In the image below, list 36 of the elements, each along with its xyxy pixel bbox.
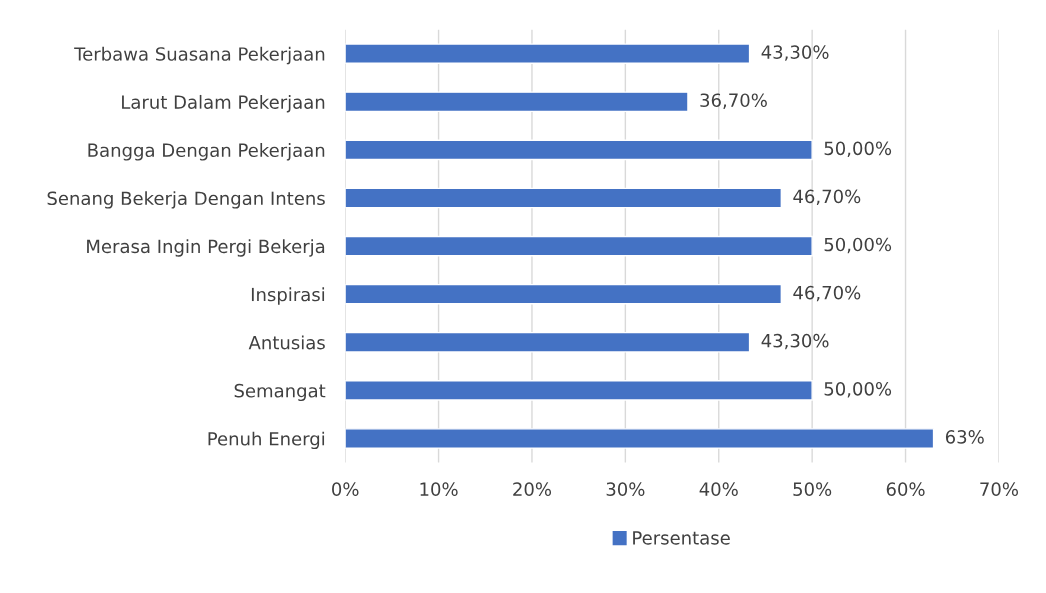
bar [345,428,935,449]
x-tick-label: 30% [606,482,645,496]
y-tick-label: Penuh Energi [208,431,325,450]
bar [345,235,813,257]
data-label: 43,30% [761,45,829,61]
bar [345,331,751,353]
x-tick-label: 50% [793,482,832,496]
y-tick-label: Terbawa Suasana Pekerjaan [74,46,325,65]
data-label: 36,70% [700,93,767,109]
y-tick-label: Bangga Dengan Pekerjaan [88,143,325,161]
data-label: 63% [945,430,984,444]
y-tick-label: Semangat [234,383,326,402]
data-label: 46,70% [793,189,861,206]
bar [345,43,751,65]
x-tick-label: 70% [980,482,1018,496]
bar [345,283,783,305]
data-label: 50,00% [824,237,892,254]
y-tick-label: Inspirasi [251,287,325,305]
y-tick-label: Antusias [248,335,325,350]
data-label: 50,00% [824,141,892,157]
x-tick-label: 60% [886,482,925,496]
bar [345,380,813,401]
x-tick-label: 20% [513,482,552,496]
data-label: 50,00% [824,381,892,398]
bar [345,139,813,161]
data-label: 46,70% [793,285,861,302]
y-tick-label: Senang Bekerja Dengan Intens [47,191,325,209]
x-tick-label: 40% [699,482,738,496]
y-tick-label: Merasa Ingin Pergi Bekerja [87,239,325,257]
x-tick-label: 10% [420,482,458,496]
legend-label: Persentase [633,531,730,545]
bar [345,91,689,113]
y-tick-label: Larut Dalam Pekerjaan [122,94,325,113]
x-tick-label: 0% [332,482,359,496]
data-label: 43,30% [761,333,829,350]
bar [345,187,783,209]
